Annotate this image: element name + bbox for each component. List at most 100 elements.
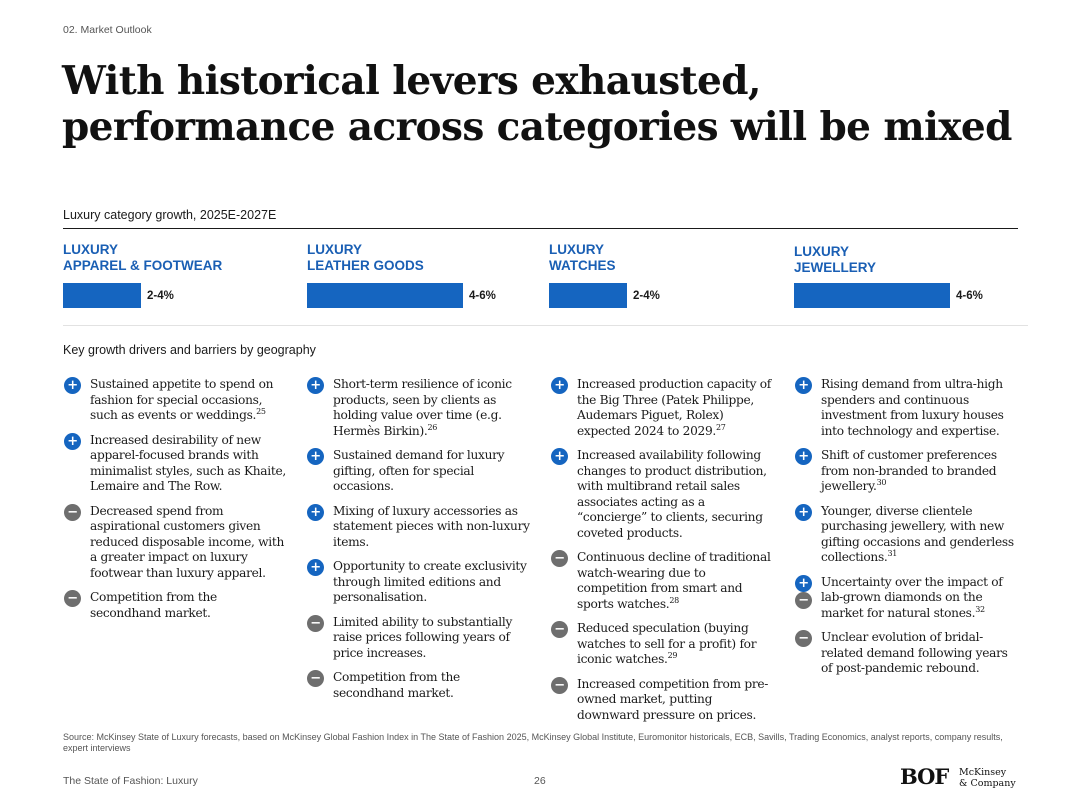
category-label: LUXURY <box>307 242 363 257</box>
footnote-ref: 27 <box>716 422 726 432</box>
plus-circle-icon: + <box>64 377 81 394</box>
category-watches: LUXURY WATCHES <box>549 242 779 273</box>
plus-circle-icon: + <box>795 377 812 394</box>
bar <box>794 283 950 308</box>
driver-text: Increased desirability of new apparel-fo… <box>90 432 286 494</box>
driver-item: − Continuous decline of traditional watch… <box>550 550 775 612</box>
plus-circle-icon: + <box>307 448 324 465</box>
drivers-column-jewellery: + Rising demand from ultra-high spenders … <box>794 377 1019 686</box>
growth-bar-leather-goods: 4-6% <box>307 283 496 308</box>
bar <box>307 283 463 308</box>
plus-circle-icon: + <box>307 559 324 576</box>
category-label: APPAREL & FOOTWEAR <box>63 257 223 273</box>
minus-circle-icon: − <box>551 676 568 694</box>
minus-circle-icon: − <box>795 630 812 647</box>
plus-circle-icon: + <box>64 432 81 450</box>
drivers-column-apparel: + Sustained appetite to spend on fashion … <box>63 377 288 630</box>
driver-text: Competition from the secondhand market. <box>333 670 460 700</box>
category-apparel: LUXURY APPAREL & FOOTWEAR <box>63 242 293 273</box>
page-number: 26 <box>534 775 546 787</box>
driver-text: Decreased spend from aspirational custom… <box>90 503 285 580</box>
category-label: LEATHER GOODS <box>307 257 424 273</box>
mckinsey-logo-line: & Company <box>959 777 1016 789</box>
driver-item: + Opportunity to create exclusivity throu… <box>306 559 531 606</box>
driver-text: Increased production capacity of the Big… <box>577 377 772 438</box>
footer-publication: The State of Fashion: Luxury <box>63 775 198 787</box>
driver-item: + Mixing of luxury accessories as stateme… <box>306 503 531 551</box>
drivers-title: Key growth drivers and barriers by geogr… <box>63 343 316 357</box>
driver-item: + Increased production capacity of the Bi… <box>550 377 775 439</box>
driver-text: Competition from the secondhand market. <box>90 590 217 620</box>
bar-value-label: 2-4% <box>633 289 660 302</box>
category-label: LUXURY <box>794 244 850 259</box>
growth-bar-watches: 2-4% <box>549 283 660 308</box>
minus-circle-icon: − <box>307 670 324 687</box>
source-note: Source: McKinsey State of Luxury forecas… <box>63 732 1003 753</box>
category-leather-goods: LUXURY LEATHER GOODS <box>307 242 537 273</box>
driver-item: − Decreased spend from aspirational custo… <box>63 503 288 582</box>
bof-logo: BOF <box>900 764 949 789</box>
plus-circle-icon: + <box>551 377 568 394</box>
footnote-ref: 28 <box>669 595 679 605</box>
driver-item: − Limited ability to substantially raise … <box>306 614 531 662</box>
driver-text: Uncertainty over the impact of lab-grown… <box>821 574 1003 620</box>
driver-item: − Competition from the secondhand market. <box>306 670 531 701</box>
driver-text: Reduced speculation (buying watches to s… <box>577 621 757 666</box>
bar-value-label: 2-4% <box>147 289 174 302</box>
chart-title: Luxury category growth, 2025E-2027E <box>63 208 277 222</box>
growth-bar-jewellery: 4-6% <box>794 283 983 308</box>
drivers-column-leather-goods: + Short-term resilience of iconic product… <box>306 377 531 710</box>
driver-item: − Competition from the secondhand market. <box>63 590 288 621</box>
footnote-ref: 26 <box>427 422 438 432</box>
driver-text: Opportunity to create exclusivity throug… <box>333 559 527 604</box>
driver-text: Sustained appetite to spend on fashion f… <box>90 377 274 422</box>
plus-circle-icon: + <box>795 574 812 592</box>
divider <box>63 228 1018 229</box>
plus-circle-icon: + <box>795 503 812 521</box>
driver-text: Sustained demand for luxury gifting, oft… <box>333 448 505 493</box>
plus-circle-icon: + <box>307 503 324 521</box>
driver-text: Short-term resilience of iconic products… <box>333 377 512 438</box>
minus-circle-icon: − <box>307 614 324 632</box>
bar <box>549 283 627 308</box>
driver-item: + Short-term resilience of iconic product… <box>306 377 531 439</box>
driver-text: Shift of customer preferences from non-b… <box>821 448 997 493</box>
footnote-ref: 31 <box>887 548 898 558</box>
divider <box>63 325 1028 326</box>
plus-circle-icon: + <box>551 448 568 465</box>
page-title: With historical levers exhausted, perfor… <box>62 58 1012 150</box>
growth-bar-apparel: 2-4% <box>63 283 174 308</box>
minus-circle-icon: − <box>64 503 81 521</box>
driver-item: − Reduced speculation (buying watches to … <box>550 621 775 668</box>
driver-item: + Younger, diverse clientele purchasing j… <box>794 503 1019 566</box>
mckinsey-logo-line: McKinsey <box>959 767 1007 778</box>
driver-item: − Unclear evolution of bridal-related dem… <box>794 630 1019 677</box>
mckinsey-logo: McKinsey & Company <box>959 767 1016 789</box>
category-jewellery: LUXURY JEWELLERY <box>794 244 1024 275</box>
footnote-ref: 32 <box>975 604 985 614</box>
driver-text: Rising demand from ultra-high spenders a… <box>821 377 1004 438</box>
driver-text: Mixing of luxury accessories as statemen… <box>333 503 530 549</box>
driver-item: + Shift of customer preferences from non-… <box>794 448 1019 495</box>
driver-item: + Increased desirability of new apparel-f… <box>63 432 288 495</box>
minus-circle-icon: − <box>551 550 568 567</box>
minus-circle-icon: − <box>551 621 568 638</box>
drivers-column-watches: + Increased production capacity of the Bi… <box>550 377 775 732</box>
driver-text: Continuous decline of traditional watch-… <box>577 550 771 611</box>
section-label: 02. Market Outlook <box>63 24 152 36</box>
minus-circle-icon: − <box>795 591 812 609</box>
category-label: WATCHES <box>549 257 616 273</box>
driver-item: + Increased availability following change… <box>550 448 775 541</box>
driver-text: Unclear evolution of bridal-related dema… <box>821 630 1008 675</box>
driver-item: + Rising demand from ultra-high spenders … <box>794 377 1019 439</box>
driver-item: + Sustained appetite to spend on fashion … <box>63 377 288 424</box>
driver-item: − Increased competition from pre-owned ma… <box>550 676 775 724</box>
plus-circle-icon: + <box>307 377 324 394</box>
category-label: JEWELLERY <box>794 259 877 275</box>
category-label: LUXURY <box>63 242 119 257</box>
footnote-ref: 29 <box>667 650 678 660</box>
bar-value-label: 4-6% <box>956 289 983 302</box>
driver-text: Increased availability following changes… <box>577 448 767 540</box>
driver-item: + Sustained demand for luxury gifting, of… <box>306 448 531 495</box>
driver-text: Younger, diverse clientele purchasing je… <box>821 503 1014 565</box>
